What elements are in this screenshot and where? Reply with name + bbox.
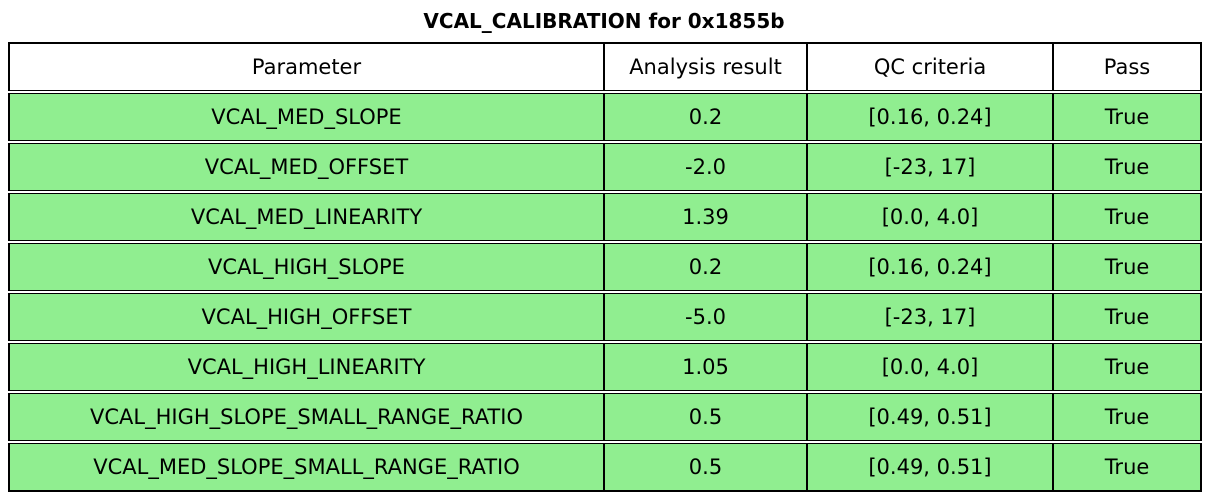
cell-pass: True <box>1052 390 1202 443</box>
cell-qc-criteria: [0.16, 0.24] <box>806 240 1054 293</box>
cell-parameter: VCAL_HIGH_SLOPE_SMALL_RANGE_RATIO <box>8 390 605 443</box>
cell-analysis-result: 1.39 <box>603 190 808 243</box>
chart-title: VCAL_CALIBRATION for 0x1855b <box>423 9 785 33</box>
cell-parameter: VCAL_MED_OFFSET <box>8 140 605 193</box>
table-row: VCAL_HIGH_SLOPE_SMALL_RANGE_RATIO 0.5 [0.4… <box>8 390 1202 443</box>
cell-parameter: VCAL_MED_LINEARITY <box>8 190 605 243</box>
cell-pass: True <box>1052 440 1202 492</box>
cell-qc-criteria: [0.49, 0.51] <box>806 390 1054 443</box>
qc-table: Parameter Analysis result QC criteria Pa… <box>8 42 1202 492</box>
cell-pass: True <box>1052 240 1202 293</box>
table-row: VCAL_MED_SLOPE_SMALL_RANGE_RATIO 0.5 [0.49… <box>8 440 1202 492</box>
cell-pass: True <box>1052 140 1202 193</box>
cell-qc-criteria: [0.0, 4.0] <box>806 340 1054 393</box>
qc-table-body: VCAL_MED_SLOPE 0.2 [0.16, 0.24] True VCAL_ME… <box>8 90 1202 492</box>
cell-analysis-result: 0.5 <box>603 440 808 492</box>
table-row: VCAL_MED_SLOPE 0.2 [0.16, 0.24] True <box>8 90 1202 143</box>
cell-pass: True <box>1052 90 1202 143</box>
table-row: VCAL_MED_OFFSET -2.0 [-23, 17] True <box>8 140 1202 193</box>
cell-parameter: VCAL_MED_SLOPE <box>8 90 605 143</box>
cell-analysis-result: 0.2 <box>603 90 808 143</box>
cell-parameter: VCAL_HIGH_SLOPE <box>8 240 605 293</box>
qc-figure: VCAL_CALIBRATION for 0x1855b Parameter A… <box>0 8 1210 502</box>
table-row: VCAL_HIGH_SLOPE 0.2 [0.16, 0.24] True <box>8 240 1202 293</box>
table-row: VCAL_MED_LINEARITY 1.39 [0.0, 4.0] True <box>8 190 1202 243</box>
table-row: VCAL_HIGH_OFFSET -5.0 [-23, 17] True <box>8 290 1202 343</box>
cell-analysis-result: 0.5 <box>603 390 808 443</box>
cell-qc-criteria: [0.49, 0.51] <box>806 440 1054 492</box>
cell-qc-criteria: [-23, 17] <box>806 140 1054 193</box>
cell-qc-criteria: [0.16, 0.24] <box>806 90 1054 143</box>
cell-parameter: VCAL_MED_SLOPE_SMALL_RANGE_RATIO <box>8 440 605 492</box>
table-row: VCAL_HIGH_LINEARITY 1.05 [0.0, 4.0] True <box>8 340 1202 393</box>
col-header-pass: Pass <box>1052 42 1202 93</box>
cell-pass: True <box>1052 290 1202 343</box>
cell-pass: True <box>1052 190 1202 243</box>
col-header-qc-criteria: QC criteria <box>806 42 1054 93</box>
cell-qc-criteria: [0.0, 4.0] <box>806 190 1054 243</box>
cell-qc-criteria: [-23, 17] <box>806 290 1054 343</box>
col-header-parameter: Parameter <box>8 42 605 93</box>
header-row: Parameter Analysis result QC criteria Pa… <box>8 42 1202 93</box>
cell-pass: True <box>1052 340 1202 393</box>
cell-analysis-result: -5.0 <box>603 290 808 343</box>
col-header-analysis-result: Analysis result <box>603 42 808 93</box>
cell-parameter: VCAL_HIGH_OFFSET <box>8 290 605 343</box>
cell-parameter: VCAL_HIGH_LINEARITY <box>8 340 605 393</box>
cell-analysis-result: 0.2 <box>603 240 808 293</box>
cell-analysis-result: 1.05 <box>603 340 808 393</box>
cell-analysis-result: -2.0 <box>603 140 808 193</box>
